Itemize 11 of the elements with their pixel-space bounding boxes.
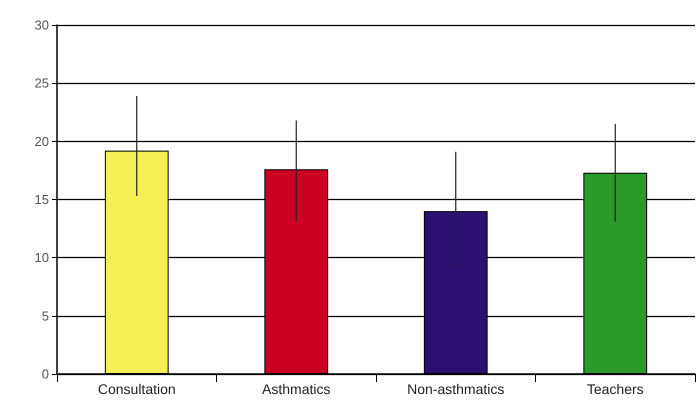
x-tick-label: Non-asthmatics xyxy=(407,381,504,397)
x-tick-label: Consultation xyxy=(98,381,176,397)
y-tick-label: 25 xyxy=(34,76,49,91)
y-tick-label: 5 xyxy=(42,308,49,324)
y-tick-label: 30 xyxy=(34,18,49,32)
y-tick-label: 0 xyxy=(42,366,49,382)
x-tick-label: Asthmatics xyxy=(262,381,330,397)
y-tick-label: 10 xyxy=(34,250,49,266)
x-tick-label: Teachers xyxy=(586,381,644,397)
y-tick-label: 15 xyxy=(34,192,49,207)
y-tick-label: 20 xyxy=(34,134,49,149)
